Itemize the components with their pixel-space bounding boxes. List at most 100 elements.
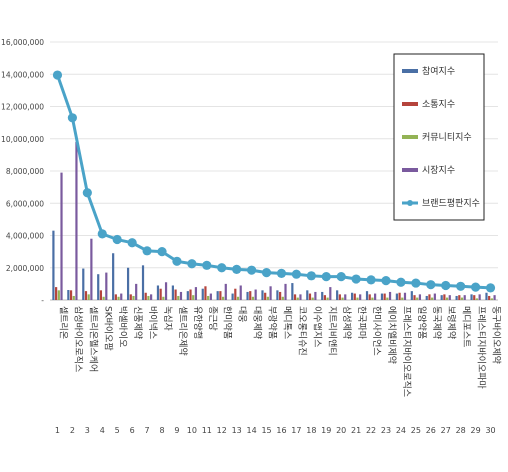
rank-label: 14: [247, 426, 257, 435]
category-label: 에이치엘비제약: [386, 306, 398, 364]
rank-label: 16: [276, 426, 286, 435]
bar: [192, 295, 195, 300]
bar: [401, 297, 404, 300]
legend-swatch: [402, 102, 418, 106]
line-point: [247, 265, 257, 275]
bar: [279, 291, 282, 300]
bar: [135, 283, 138, 300]
bar: [261, 290, 264, 300]
category-label: 프레스티지바이오로직스: [401, 306, 412, 397]
category-label: 메디톡스: [281, 306, 292, 339]
bar: [359, 294, 362, 300]
bar: [114, 294, 117, 300]
line-point: [276, 268, 287, 278]
bar: [246, 291, 249, 300]
line-point: [127, 238, 137, 248]
bar: [249, 291, 252, 300]
category-label: 보령제약: [446, 306, 458, 339]
bar: [443, 294, 446, 300]
bar: [386, 297, 389, 300]
category-label: 부광약품: [267, 306, 279, 339]
legend-swatch: [402, 135, 418, 139]
bar: [179, 291, 183, 300]
bar: [221, 296, 225, 300]
line-point: [157, 247, 167, 257]
bar: [336, 290, 339, 300]
rank-label: 21: [351, 426, 361, 435]
bar: [164, 282, 168, 300]
bars: [52, 141, 496, 300]
bar: [314, 291, 317, 300]
rank-label: 26: [426, 426, 436, 435]
bar: [174, 289, 177, 300]
line-point: [82, 188, 92, 198]
bar: [383, 293, 386, 300]
bar: [291, 283, 294, 300]
bar: [293, 294, 297, 300]
bar: [90, 238, 93, 300]
bar: [350, 292, 354, 300]
bar: [72, 295, 75, 300]
line-point: [471, 282, 481, 292]
bar: [264, 292, 267, 300]
rank-label: 13: [232, 426, 242, 435]
rank-label: 22: [366, 426, 376, 435]
bar: [99, 290, 103, 300]
line-point: [321, 272, 331, 282]
rank-label: 10: [187, 426, 197, 435]
category-label: 종근당: [207, 306, 218, 331]
line-point: [202, 260, 212, 270]
bar: [60, 172, 63, 300]
bar: [105, 272, 108, 300]
line-point: [396, 277, 406, 287]
bar: [380, 293, 384, 300]
line-point: [217, 263, 227, 273]
bar: [353, 293, 356, 300]
bar: [488, 295, 491, 300]
bar: [428, 294, 431, 300]
bar: [132, 295, 135, 300]
bar: [189, 289, 192, 300]
bar: [171, 285, 174, 300]
line-point: [67, 113, 77, 123]
legend-label: 참여지수: [422, 65, 455, 77]
bar: [266, 296, 269, 300]
y-tick-label: 14,000,000: [1, 70, 44, 79]
bar: [368, 294, 371, 300]
bar: [141, 265, 145, 300]
category-label: 동구바이오제약: [491, 306, 503, 364]
bar: [117, 296, 120, 300]
line-point: [172, 256, 182, 266]
category-label: 셀트리온제약: [177, 306, 189, 356]
line-point: [112, 234, 122, 245]
bar: [207, 295, 210, 300]
line-point: [426, 280, 436, 290]
bar: [418, 294, 422, 300]
line-point: [441, 280, 451, 291]
category-label: 바이넥스: [147, 306, 158, 339]
bar: [326, 297, 329, 300]
bar: [321, 291, 324, 300]
bar: [75, 141, 78, 300]
rank-label: 27: [441, 426, 451, 435]
rank-label: 11: [202, 426, 212, 435]
rank-label: 12: [217, 426, 227, 435]
bar: [433, 293, 436, 300]
bar: [234, 288, 237, 300]
y-tick-label: -: [41, 296, 44, 305]
bar: [82, 268, 85, 300]
bar: [311, 297, 314, 300]
bar: [284, 283, 287, 300]
x-axis-labels: 셀트리온 1 삼성바이오로직스 2 셀트리온헬스케어 3 SK바이오팜 4 박셀바이오 5 신풍제약…: [55, 306, 503, 435]
bar: [120, 293, 123, 300]
bar: [281, 296, 284, 300]
bar: [463, 295, 466, 300]
rank-label: 18: [306, 426, 316, 435]
line-point: [456, 281, 466, 291]
category-label: 삼성바이오로직스: [72, 306, 83, 372]
line-point: [485, 283, 496, 293]
rank-label: 23: [381, 426, 391, 435]
bar: [57, 290, 60, 300]
rank-label: 28: [456, 426, 466, 435]
bar: [147, 295, 150, 300]
